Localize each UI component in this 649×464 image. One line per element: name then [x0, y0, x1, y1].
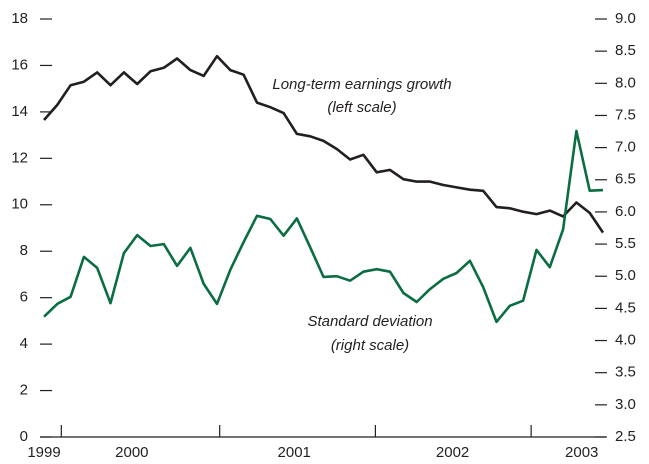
y2-tick-label: 3.5: [615, 364, 636, 381]
y2-tick-label: 5.5: [615, 235, 636, 252]
y2-tick-label: 3.0: [615, 396, 636, 413]
y2-tick-label: 6.0: [615, 203, 636, 220]
y2-tick-label: 7.5: [615, 106, 636, 123]
y-tick-label: 2: [20, 382, 28, 399]
y-tick-label: 16: [11, 56, 28, 73]
y2-tick-label: 5.0: [615, 267, 636, 284]
x-tick-label: 2001: [278, 444, 311, 461]
y-tick-label: 0: [20, 428, 28, 445]
y-tick-label: 18: [11, 10, 28, 27]
y2-tick-label: 8.5: [615, 42, 636, 59]
annotation: (right scale): [331, 337, 409, 354]
y-tick-label: 8: [20, 242, 28, 259]
y2-tick-label: 8.0: [615, 74, 636, 91]
x-tick-label: 1999: [27, 444, 60, 461]
y2-tick-label: 4.0: [615, 332, 636, 349]
x-tick-label: 2000: [115, 444, 148, 461]
y2-tick-label: 4.5: [615, 299, 636, 316]
annotation: (left scale): [327, 99, 396, 116]
y-tick-label: 4: [20, 335, 28, 352]
series-line: [43, 54, 605, 234]
y-tick-label: 10: [11, 196, 28, 213]
x-tick-label: 2002: [436, 444, 469, 461]
y2-tick-label: 6.5: [615, 171, 636, 188]
annotation: Standard deviation: [307, 313, 432, 330]
x-tick-label: 2003: [565, 444, 598, 461]
series-line: [43, 129, 604, 324]
y-tick-label: 14: [11, 103, 28, 120]
y2-tick-label: 2.5: [615, 428, 636, 445]
y2-tick-label: 7.0: [615, 139, 636, 156]
annotation: Long-term earnings growth: [272, 76, 451, 93]
y-tick-label: 6: [20, 289, 28, 306]
y2-tick-label: 9.0: [615, 10, 636, 27]
y-tick-label: 12: [11, 149, 28, 166]
